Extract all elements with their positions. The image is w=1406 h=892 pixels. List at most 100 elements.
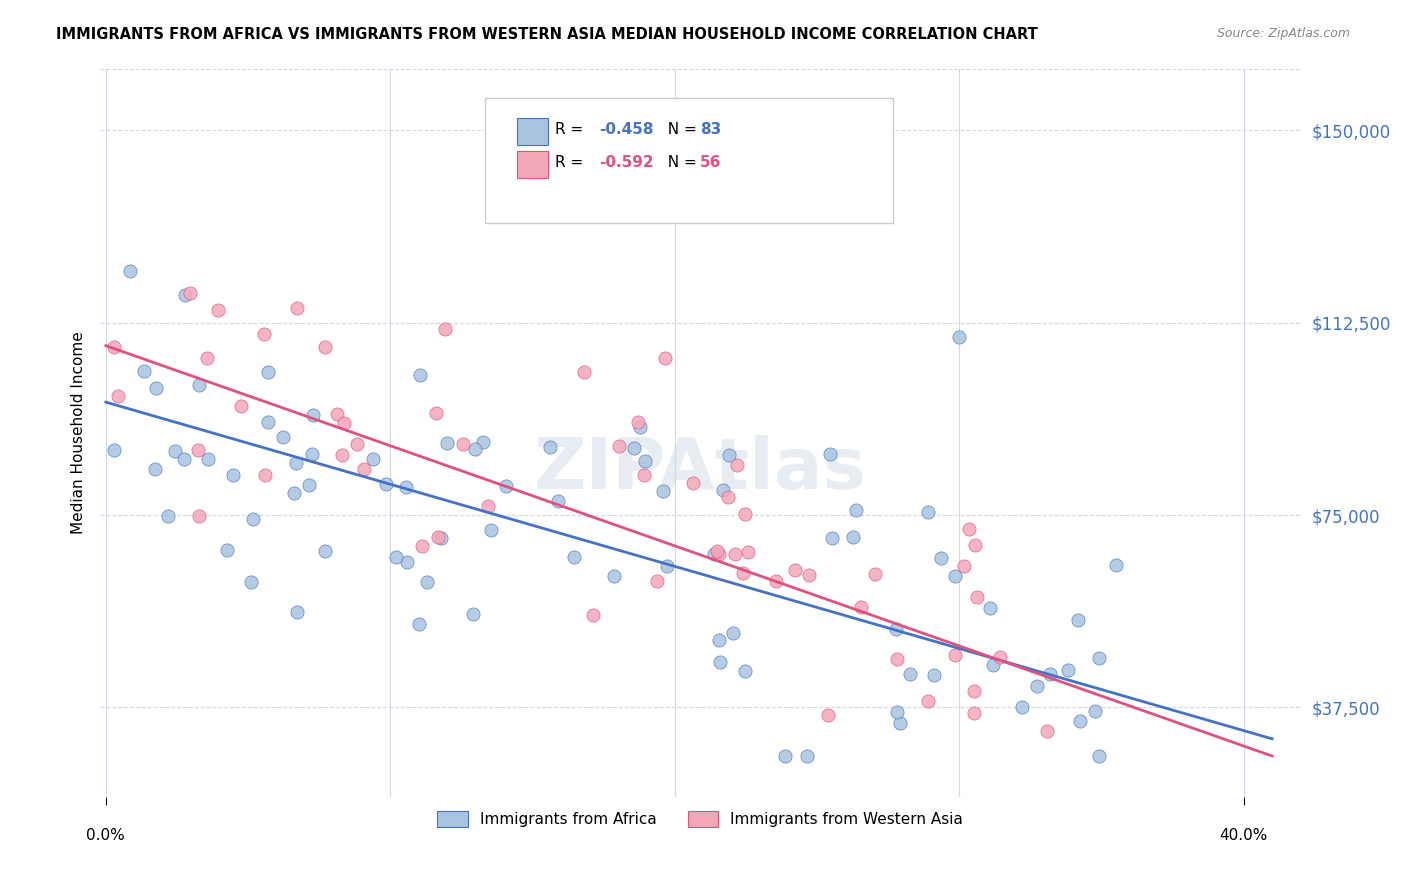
Immigrants from Africa [1066, 614, 1088, 628]
Immigrants from Africa [628, 419, 651, 434]
Immigrants from Africa [884, 623, 907, 637]
Immigrants from Western Asia [654, 351, 676, 366]
Immigrants from Africa [943, 569, 966, 583]
Text: R =: R = [555, 122, 589, 136]
Legend: Immigrants from Africa, Immigrants from Western Asia: Immigrants from Africa, Immigrants from … [432, 805, 969, 833]
Immigrants from Africa [842, 530, 865, 544]
Immigrants from Africa [118, 264, 141, 278]
Immigrants from Africa [430, 531, 453, 545]
Immigrants from Africa [173, 288, 195, 302]
Immigrants from Africa [479, 523, 502, 537]
Immigrants from Western Asia [103, 339, 125, 353]
Immigrants from Western Asia [188, 509, 211, 524]
Immigrants from Africa [197, 451, 219, 466]
Immigrants from Africa [773, 749, 796, 764]
Immigrants from Western Asia [706, 544, 728, 558]
Immigrants from Africa [917, 505, 939, 519]
Text: N =: N = [658, 122, 702, 136]
Immigrants from Africa [922, 668, 945, 682]
Immigrants from Western Asia [765, 574, 787, 588]
Immigrants from Western Asia [963, 706, 986, 721]
Immigrants from Africa [886, 705, 908, 719]
Immigrants from Western Asia [195, 351, 218, 365]
Immigrants from Africa [1026, 679, 1049, 693]
Immigrants from Western Asia [724, 547, 747, 561]
Immigrants from Western Asia [207, 302, 229, 317]
Immigrants from Western Asia [966, 591, 988, 605]
Text: ZIPAtlas: ZIPAtlas [534, 434, 866, 504]
Immigrants from Western Asia [609, 439, 631, 453]
Immigrants from Western Asia [1036, 723, 1059, 738]
Immigrants from Africa [709, 656, 731, 670]
Immigrants from Western Asia [353, 461, 375, 475]
Immigrants from Western Asia [346, 436, 368, 450]
Immigrants from Africa [796, 749, 818, 764]
Immigrants from Western Asia [253, 327, 276, 342]
Immigrants from Western Asia [988, 650, 1011, 665]
Immigrants from Africa [315, 543, 337, 558]
Immigrants from Africa [145, 381, 167, 395]
Immigrants from Africa [173, 451, 195, 466]
Immigrants from Western Asia [734, 507, 756, 521]
Immigrants from Africa [718, 448, 741, 462]
Immigrants from Africa [156, 508, 179, 523]
Immigrants from Africa [165, 443, 187, 458]
Immigrants from Africa [384, 550, 406, 565]
Immigrants from Western Asia [817, 708, 839, 723]
Immigrants from Africa [1011, 699, 1033, 714]
Immigrants from Africa [188, 377, 211, 392]
Immigrants from Western Asia [477, 499, 499, 513]
Text: 83: 83 [700, 122, 721, 136]
Immigrants from Western Asia [330, 448, 353, 462]
Immigrants from Western Asia [965, 538, 987, 552]
Immigrants from Africa [948, 330, 970, 344]
Immigrants from Africa [495, 479, 517, 493]
Immigrants from Africa [461, 607, 484, 622]
Text: Source: ZipAtlas.com: Source: ZipAtlas.com [1216, 27, 1350, 40]
Immigrants from Africa [820, 447, 842, 461]
Immigrants from Africa [1069, 714, 1091, 728]
Immigrants from Africa [979, 600, 1001, 615]
Text: R =: R = [555, 155, 589, 169]
Immigrants from Western Asia [426, 529, 449, 543]
Immigrants from Western Asia [582, 607, 605, 622]
Immigrants from Africa [564, 549, 586, 564]
Immigrants from Western Asia [411, 539, 433, 553]
Immigrants from Western Asia [231, 399, 253, 413]
Immigrants from Africa [409, 368, 432, 382]
Immigrants from Western Asia [314, 340, 336, 354]
Immigrants from Western Asia [326, 407, 349, 421]
Immigrants from Western Asia [957, 522, 980, 536]
Immigrants from Western Asia [451, 437, 474, 451]
Immigrants from Western Asia [785, 563, 807, 577]
Immigrants from Africa [1057, 664, 1080, 678]
Immigrants from Western Asia [849, 600, 872, 615]
Immigrants from Africa [284, 456, 307, 470]
Immigrants from Africa [103, 443, 125, 458]
Immigrants from Western Asia [434, 322, 457, 336]
Immigrants from Africa [242, 511, 264, 525]
Immigrants from Africa [464, 442, 486, 456]
Immigrants from Africa [1105, 558, 1128, 573]
Immigrants from Africa [703, 547, 725, 561]
Immigrants from Western Asia [707, 547, 730, 561]
Immigrants from Western Asia [627, 415, 650, 429]
Immigrants from Western Asia [863, 567, 886, 582]
Immigrants from Africa [931, 551, 953, 566]
Text: -0.458: -0.458 [599, 122, 654, 136]
Immigrants from Africa [651, 484, 673, 499]
Text: 40.0%: 40.0% [1219, 828, 1268, 843]
Text: 56: 56 [700, 155, 721, 169]
Immigrants from Western Asia [737, 545, 759, 559]
Immigrants from Western Asia [963, 683, 986, 698]
Immigrants from Africa [271, 430, 294, 444]
Immigrants from Africa [257, 415, 280, 429]
Immigrants from Western Asia [953, 559, 976, 574]
Immigrants from Africa [547, 493, 569, 508]
Immigrants from Africa [132, 364, 155, 378]
Immigrants from Africa [215, 543, 238, 558]
Immigrants from Western Asia [682, 475, 704, 490]
Immigrants from Africa [623, 441, 645, 455]
Immigrants from Western Asia [725, 458, 748, 473]
Immigrants from Western Asia [943, 648, 966, 662]
